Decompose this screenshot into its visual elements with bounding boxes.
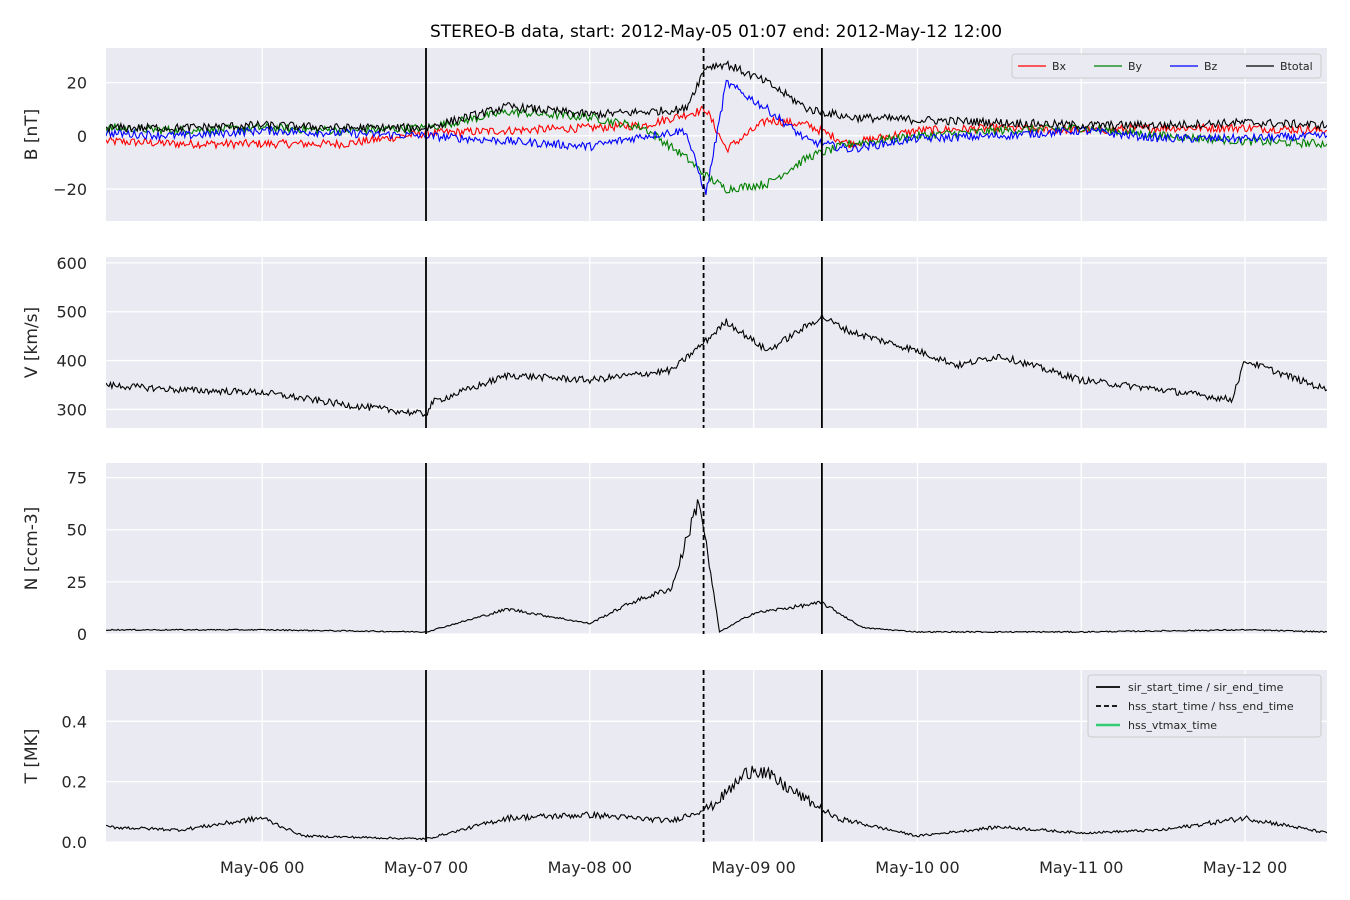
y-axis-label: V [km/s] — [22, 307, 42, 378]
panel-2: 600 500 400 300 V [km/s] — [22, 254, 1327, 428]
legend-label: Bz — [1204, 60, 1218, 73]
y-tick-label: 20 — [67, 74, 87, 93]
x-tick-label: May-09 00 — [711, 858, 795, 877]
y-tick-label: 0.4 — [62, 712, 87, 731]
series-line — [106, 499, 1327, 634]
x-tick-label: May-08 00 — [548, 858, 632, 877]
legend-label: Bx — [1052, 60, 1067, 73]
y-axis-label: T [MK] — [22, 729, 42, 785]
plot-area — [106, 312, 1327, 418]
legend-events: sir_start_time / sir_end_time hss_start_t… — [1087, 674, 1322, 738]
y-tick-label: 0 — [77, 625, 87, 644]
series-line-btotal — [106, 60, 1327, 134]
x-tick-labels: May-06 00 May-07 00 May-08 00 May-09 00 May-… — [220, 858, 1287, 877]
panel-3: 75 50 25 0 N [ccm-3] — [22, 463, 1327, 644]
y-tick-label: 0.2 — [62, 773, 87, 792]
x-tick-label: May-11 00 — [1039, 858, 1123, 877]
legend-label: Btotal — [1280, 60, 1313, 73]
series-line — [106, 312, 1327, 418]
plot-area — [106, 60, 1327, 195]
y-tick-label: 0 — [77, 127, 87, 146]
series-line — [106, 765, 1327, 841]
x-tick-label: May-06 00 — [220, 858, 304, 877]
plot-area — [106, 765, 1327, 841]
plot-area — [106, 499, 1327, 634]
y-tick-label: 0.0 — [62, 833, 87, 852]
x-tick-label: May-10 00 — [875, 858, 959, 877]
y-tick-label: 600 — [56, 254, 87, 273]
panel-background — [106, 257, 1327, 428]
series-line-bz — [106, 79, 1327, 195]
x-tick-label: May-07 00 — [384, 858, 468, 877]
legend-label: By — [1128, 60, 1143, 73]
legend-label: hss_vtmax_time — [1128, 719, 1217, 732]
y-axis-label: B [nT] — [22, 109, 42, 161]
y-tick-label: 75 — [67, 469, 87, 488]
panel-1: 20 0 −20 B [nT] Bx By Bz Btotal — [22, 48, 1327, 221]
y-tick-label: 500 — [56, 303, 87, 322]
legend-b: Bx By Bz Btotal — [1011, 53, 1322, 79]
legend-label: sir_start_time / sir_end_time — [1128, 681, 1284, 694]
panel-4: 0.4 0.2 0.0 T [MK] sir_start_time / sir_end_… — [22, 670, 1327, 852]
y-tick-label: 25 — [67, 573, 87, 592]
series-line-bx — [106, 105, 1327, 154]
x-tick-label: May-12 00 — [1203, 858, 1287, 877]
y-tick-label: 400 — [56, 352, 87, 371]
panel-background — [106, 463, 1327, 634]
chart-title: STEREO-B data, start: 2012-May-05 01:07 … — [430, 22, 1002, 42]
y-axis-label: N [ccm-3] — [22, 507, 42, 591]
y-tick-label: 50 — [67, 521, 87, 540]
y-tick-label: 300 — [56, 400, 87, 419]
y-tick-label: −20 — [53, 180, 87, 199]
legend-label: hss_start_time / hss_end_time — [1128, 700, 1294, 713]
